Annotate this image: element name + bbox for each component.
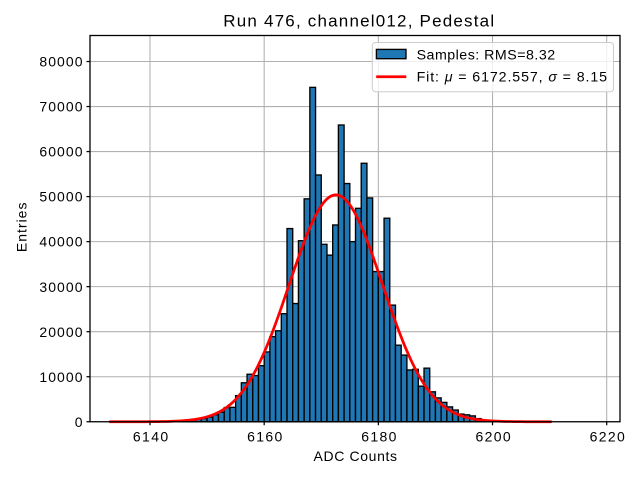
svg-text:6160: 6160 xyxy=(247,428,284,444)
svg-text:40000: 40000 xyxy=(39,234,83,250)
svg-text:60000: 60000 xyxy=(39,144,83,160)
svg-text:30000: 30000 xyxy=(39,279,83,295)
svg-text:Fit: μ = 6172.557, σ = 8.15: Fit: μ = 6172.557, σ = 8.15 xyxy=(417,70,608,86)
svg-text:50000: 50000 xyxy=(39,189,83,205)
svg-text:Entries: Entries xyxy=(13,202,29,253)
svg-text:10000: 10000 xyxy=(39,369,83,385)
svg-text:6200: 6200 xyxy=(475,428,512,444)
svg-text:Samples: RMS=8.32: Samples: RMS=8.32 xyxy=(417,48,556,64)
svg-text:6140: 6140 xyxy=(133,428,170,444)
svg-text:6220: 6220 xyxy=(590,428,627,444)
svg-text:70000: 70000 xyxy=(39,99,83,115)
svg-text:6180: 6180 xyxy=(361,428,398,444)
svg-text:0: 0 xyxy=(75,414,84,430)
svg-text:Run 476, channel012, Pedestal: Run 476, channel012, Pedestal xyxy=(223,11,495,30)
svg-text:80000: 80000 xyxy=(39,54,83,70)
svg-text:ADC Counts: ADC Counts xyxy=(314,448,398,464)
svg-text:20000: 20000 xyxy=(39,324,83,340)
